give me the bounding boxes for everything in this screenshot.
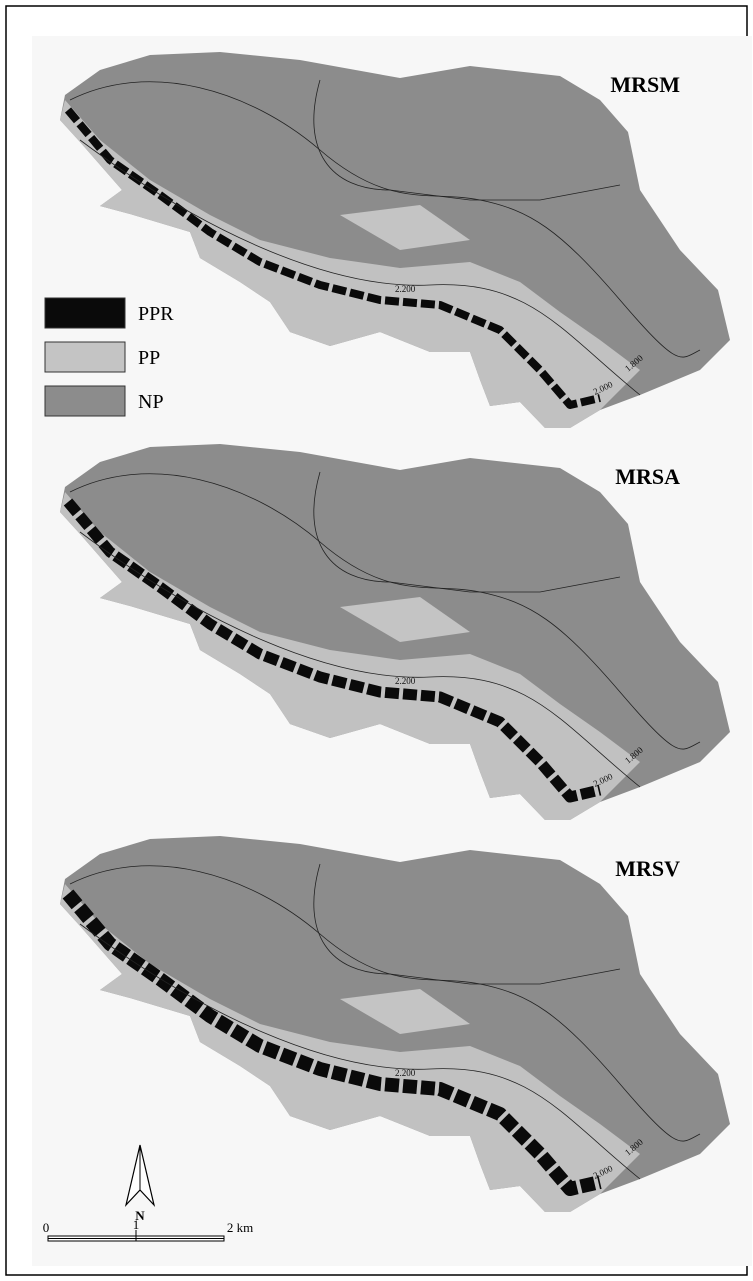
scale-label: 1 — [133, 1217, 140, 1232]
legend-swatch — [45, 298, 125, 328]
legend-label: PPR — [138, 303, 174, 325]
legend-label: NP — [138, 391, 164, 413]
legend-swatch — [45, 386, 125, 416]
legend-swatch — [45, 342, 125, 372]
scale-label: 0 — [43, 1220, 50, 1235]
contour-label: 2.200 — [395, 1068, 416, 1078]
panel-title: MRSA — [615, 464, 680, 489]
legend: PPR PP NP — [45, 298, 174, 416]
panel-title: MRSV — [615, 856, 680, 881]
panel-title: MRSM — [610, 72, 680, 97]
contour-label: 2.200 — [395, 676, 416, 686]
figure: MRSM2.2001.8002.000MRSA2.2001.8002.000MR… — [0, 0, 753, 1281]
scale-label: 2 km — [227, 1220, 253, 1235]
contour-label: 2.200 — [395, 284, 416, 294]
legend-label: PP — [138, 347, 160, 369]
